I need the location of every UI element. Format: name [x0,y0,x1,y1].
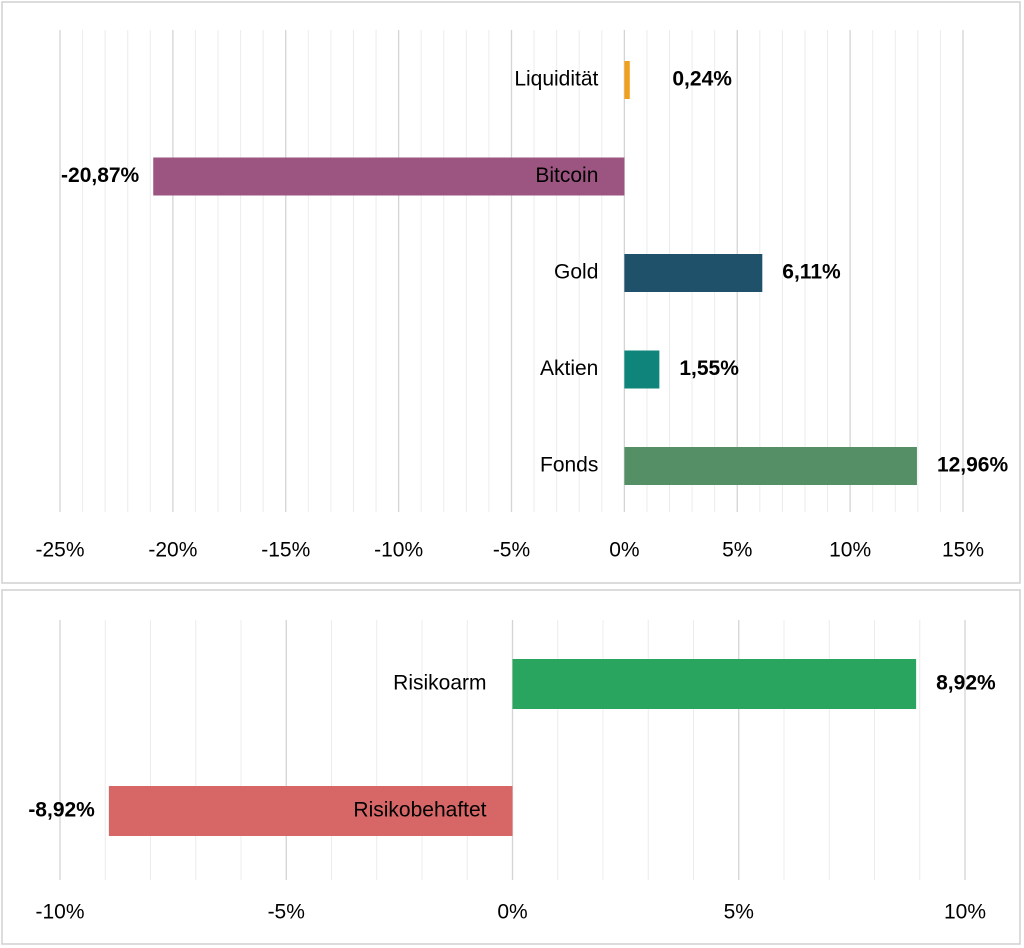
bar [624,447,917,485]
x-tick-label: 10% [829,539,871,562]
x-tick-label: -15% [261,539,310,562]
bar [624,350,660,389]
x-tick-label: 0% [609,539,639,562]
value-label: 6,11% [782,261,841,284]
value-label: 8,92% [936,672,996,695]
category-label: Bitcoin [535,164,598,187]
category-label: Aktien [540,357,598,380]
value-label: 12,96% [937,454,1009,477]
value-label: 0,24% [672,68,732,91]
x-tick-label: 15% [942,539,984,562]
x-tick-label: -5% [268,901,305,924]
value-label: -8,92% [28,799,95,822]
bar [153,157,625,196]
x-tick-label: 5% [724,901,754,924]
panel [1,589,1021,945]
x-tick-label: -10% [35,901,84,924]
x-tick-label: -25% [35,539,84,562]
value-label: -20,87% [61,164,140,187]
category-label: Risikobehaftet [353,799,486,822]
x-tick-label: -10% [374,539,423,562]
category-label: Liquidität [514,68,598,91]
category-label: Gold [554,261,598,284]
x-tick-label: 10% [944,901,986,924]
x-tick-label: 0% [497,901,527,924]
bar [624,254,763,292]
category-label: Fonds [540,454,598,477]
category-label: Risikoarm [393,672,486,695]
x-tick-label: 5% [722,539,752,562]
bar [512,659,917,709]
x-tick-label: -5% [493,539,530,562]
x-tick-label: -20% [148,539,197,562]
bar [624,61,630,99]
value-label: 1,55% [679,357,739,380]
bar [108,786,513,836]
